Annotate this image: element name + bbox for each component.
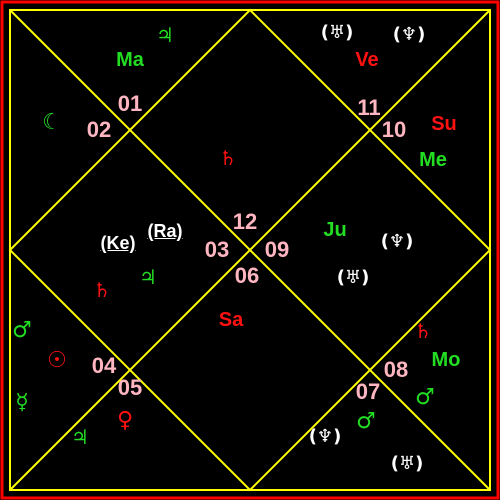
planet-mars-abbr: Ma (116, 49, 144, 71)
house-number-10: 10 (381, 117, 407, 142)
saturn-symbol-house3: ♄ (93, 278, 111, 302)
house-number-09: 09 (264, 237, 290, 262)
neptune-symbol-house9: (♆) (380, 231, 414, 252)
house-number-07: 07 (355, 379, 381, 404)
uranus-symbol-house7: (♅) (390, 453, 424, 474)
neptune-symbol-house11: (♆) (392, 24, 426, 45)
mercury-symbol-house4: ☿ (15, 390, 29, 415)
house-number-06: 06 (234, 263, 260, 288)
venus-symbol-house5: ♀ (116, 408, 134, 433)
house-number-12: 12 (232, 209, 258, 234)
rahu-abbr: (Ra) (147, 221, 183, 241)
saturn-symbol-house12: ♄ (219, 146, 237, 170)
center-diamond (8, 8, 492, 492)
house-number-03: 03 (204, 237, 230, 262)
planet-venus-abbr: Ve (355, 49, 379, 71)
ketu-abbr: (Ke) (100, 233, 136, 253)
house-number-05: 05 (117, 375, 143, 400)
house-number-08: 08 (383, 357, 409, 382)
house-number-04: 04 (91, 353, 117, 378)
uranus-symbol-house9: (♅) (336, 267, 370, 288)
mars-symbol-house7: ♂ (356, 409, 376, 434)
jupiter-symbol-house5: ♃ (71, 425, 89, 449)
planet-jupiter-abbr: Ju (323, 219, 347, 241)
neptune-symbol-house7: (♆) (308, 426, 342, 447)
house-number-11: 11 (357, 95, 381, 120)
mars-symbol-house8: ♂ (415, 385, 435, 410)
jupiter-symbol-house1: ♃ (156, 23, 174, 47)
planet-sun-abbr: Su (431, 113, 457, 135)
planet-saturn-abbr: Sa (218, 309, 244, 331)
jupiter-symbol-house3: ♃ (139, 265, 157, 289)
moon-symbol-house2: ☾ (42, 110, 62, 135)
diagonal-anti (9, 9, 491, 491)
uranus-symbol-house11: (♅) (320, 22, 354, 43)
planet-mercury-abbr: Me (419, 149, 447, 171)
planet-moon-abbr: Mo (431, 349, 461, 371)
sun-symbol-house4: ☉ (47, 348, 67, 373)
house-number-01: 01 (117, 91, 143, 116)
mars-symbol-house4: ♂ (12, 318, 32, 343)
house-number-02: 02 (86, 117, 112, 142)
saturn-symbol-house8: ♄ (414, 319, 432, 343)
